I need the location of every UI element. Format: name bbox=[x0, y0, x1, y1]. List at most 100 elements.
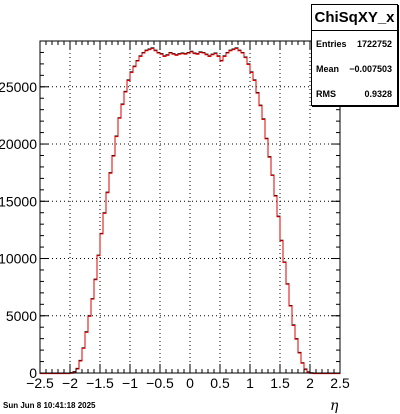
histogram-bin bbox=[232, 49, 235, 373]
x-tick-label: 2 bbox=[306, 375, 314, 391]
histogram-bin bbox=[202, 52, 205, 373]
y-tick-label: 5000 bbox=[6, 308, 37, 324]
histogram-bin bbox=[286, 284, 289, 373]
histogram-bin bbox=[88, 316, 91, 373]
histogram-bin bbox=[178, 54, 181, 373]
histogram-bin bbox=[172, 54, 175, 373]
histogram-plot bbox=[39, 47, 341, 375]
histogram-bin bbox=[268, 157, 271, 373]
histogram-bin bbox=[169, 52, 172, 373]
x-tick-label: −1.5 bbox=[86, 375, 114, 391]
x-axis-title: η bbox=[330, 398, 339, 414]
x-tick-label: 0 bbox=[186, 375, 194, 391]
x-tick-label: −2 bbox=[62, 375, 78, 391]
histogram-bin bbox=[247, 64, 250, 373]
histogram-bin bbox=[274, 196, 277, 373]
histogram-bin bbox=[130, 72, 133, 373]
x-tick-label: 1.5 bbox=[270, 375, 290, 391]
x-tick-label: −0.5 bbox=[146, 375, 174, 391]
histogram-bin bbox=[208, 56, 211, 373]
y-tick-label: 15000 bbox=[0, 193, 37, 209]
histogram-bin bbox=[289, 305, 292, 373]
x-tick-label: −1 bbox=[122, 375, 138, 391]
histogram-bin bbox=[253, 80, 256, 373]
histogram-bin bbox=[124, 91, 127, 373]
histogram-bin bbox=[127, 80, 130, 373]
x-tick-label: 2.5 bbox=[330, 375, 350, 391]
histogram-bin bbox=[85, 332, 88, 373]
datestamp: Sun Jun 8 10:41:18 2025 bbox=[3, 401, 96, 410]
histogram-bin bbox=[139, 56, 142, 373]
histogram-bin bbox=[163, 56, 166, 373]
histogram-bin bbox=[166, 55, 169, 373]
stats-mean-label: Mean bbox=[316, 64, 340, 74]
grid-lines bbox=[40, 41, 340, 373]
histogram-bin bbox=[112, 155, 115, 373]
stats-mean-value: −0.007503 bbox=[349, 64, 392, 74]
stats-rms-row: RMS 0.9328 bbox=[312, 81, 397, 106]
histogram-bin bbox=[94, 279, 97, 373]
stats-rms-label: RMS bbox=[316, 89, 336, 99]
histogram-bin bbox=[187, 52, 190, 373]
histogram-bin bbox=[196, 54, 199, 373]
x-tick-label: −2.5 bbox=[26, 375, 54, 391]
stats-title: ChiSqXY_x bbox=[312, 5, 397, 31]
stats-entries-label: Entries bbox=[316, 39, 347, 49]
histogram-bin bbox=[250, 72, 253, 373]
histogram-bin bbox=[199, 52, 202, 373]
x-axis-tick-labels: −2.5 −2 −1.5 −1 −0.5 0 0.5 1 1.5 2 2.5 bbox=[26, 375, 350, 391]
histogram-bin bbox=[283, 262, 286, 373]
histogram-bin bbox=[136, 60, 139, 373]
histogram-bin bbox=[280, 240, 283, 373]
histogram-bin bbox=[106, 192, 109, 373]
histogram-bin bbox=[157, 52, 160, 373]
histogram-bin bbox=[142, 52, 145, 373]
histogram-bin bbox=[229, 50, 232, 373]
histogram-bin bbox=[91, 299, 94, 373]
histogram-bin bbox=[121, 104, 124, 373]
stats-entries-value: 1722752 bbox=[356, 39, 392, 49]
histogram-bin bbox=[238, 50, 241, 373]
histogram-bin bbox=[265, 138, 268, 373]
x-tick-label: 1 bbox=[246, 375, 254, 391]
histogram-bin bbox=[277, 216, 280, 373]
stats-box: ChiSqXY_x Entries 1722752 Mean −0.007503… bbox=[311, 4, 398, 106]
histogram-bin bbox=[181, 53, 184, 373]
histogram-bin bbox=[154, 50, 157, 373]
histogram-bin bbox=[214, 53, 217, 373]
histogram-bin bbox=[241, 52, 244, 373]
x-tick-label: 0.5 bbox=[210, 375, 230, 391]
histogram-bin bbox=[211, 54, 214, 373]
histogram-bin bbox=[160, 54, 163, 373]
histogram-bin bbox=[184, 54, 187, 373]
histogram-bin bbox=[103, 213, 106, 373]
y-tick-label: 0 bbox=[29, 365, 37, 381]
histogram-bin bbox=[259, 105, 262, 373]
histogram-bin bbox=[220, 60, 223, 373]
stats-rms-value: 0.9328 bbox=[364, 89, 392, 99]
histogram-bin bbox=[217, 56, 220, 373]
histogram-bin bbox=[205, 54, 208, 373]
histogram-bin bbox=[244, 57, 247, 373]
histogram-bin bbox=[256, 93, 259, 373]
histogram-bin bbox=[271, 175, 274, 373]
y-tick-label: 25000 bbox=[0, 79, 37, 95]
y-tick-label: 20000 bbox=[0, 136, 37, 152]
histogram-bin bbox=[151, 48, 154, 373]
histogram-bin bbox=[262, 119, 265, 373]
y-tick-label: 10000 bbox=[0, 251, 37, 267]
histogram-bin bbox=[118, 118, 121, 373]
histogram-bin bbox=[109, 173, 112, 373]
histogram-bin bbox=[295, 339, 298, 373]
histogram-bin bbox=[115, 136, 118, 373]
stats-entries-row: Entries 1722752 bbox=[312, 31, 397, 56]
histogram-bin bbox=[145, 50, 148, 373]
histogram-series-red bbox=[39, 47, 341, 375]
histogram-bin bbox=[148, 49, 151, 373]
histogram-bin bbox=[226, 52, 229, 373]
histogram-bin bbox=[100, 233, 103, 373]
histogram-bin bbox=[175, 55, 178, 373]
histogram-bin bbox=[235, 48, 238, 373]
